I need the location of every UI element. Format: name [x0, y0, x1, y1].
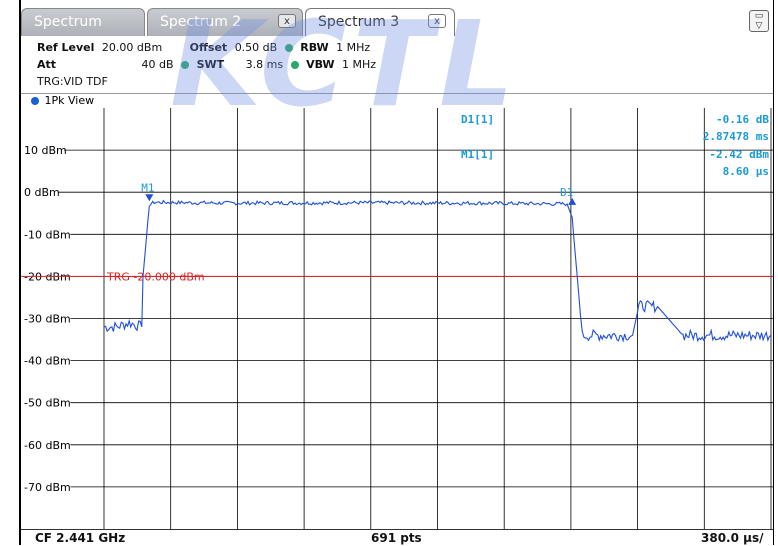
status-footer: CF 2.441 GHz 691 pts 380.0 µs/ [21, 529, 773, 546]
tab-label: Spectrum 3 [318, 14, 400, 30]
trace-line [103, 199, 772, 343]
rbw-status-icon [284, 44, 293, 52]
y-tick-label: -30 dBm [24, 313, 71, 326]
tab-close-icon[interactable]: x [428, 14, 446, 28]
vbw-label: VBW [306, 58, 335, 71]
y-tick-label: 10 dBm [24, 144, 67, 157]
y-tick-label: -60 dBm [24, 439, 71, 452]
y-tick-label: -10 dBm [24, 228, 71, 241]
sweep-points: 691 pts [371, 531, 422, 545]
tab-spectrum-3[interactable]: Spectrum 3 x [305, 8, 455, 36]
ref-level-value: 20.00 dBm [101, 41, 163, 54]
view-label-bar: 1Pk View [21, 93, 773, 109]
swt-value: 3.8 ms [245, 58, 284, 71]
y-tick-label: -50 dBm [24, 397, 71, 410]
y-tick-bg [21, 479, 71, 493]
time-per-div: 380.0 µs/ [701, 531, 764, 545]
ref-level-label: Ref Level [37, 41, 95, 54]
marker-d1-icon [568, 197, 577, 205]
y-tick-bg [21, 395, 71, 409]
y-tick-label: -40 dBm [24, 355, 71, 368]
tab-spectrum-2[interactable]: Spectrum 2 x [147, 8, 303, 36]
right-frame [773, 0, 774, 545]
tab-spectrum[interactable]: Spectrum [21, 8, 145, 36]
y-tick-bg [21, 185, 58, 199]
marker-m1-readout-time: 8.60 µs [723, 165, 769, 178]
marker-d1-readout-time: 2.87478 ms [703, 130, 769, 143]
tab-close-icon[interactable]: x [278, 14, 296, 28]
trigger-level-label: TRG -20.000 dBm [106, 270, 205, 283]
marker-m1-readout-label: M1[1] [461, 148, 494, 161]
trace-indicator-icon [31, 97, 39, 105]
center-frequency: CF 2.441 GHz [35, 531, 126, 545]
tab-label: Spectrum 2 [160, 14, 242, 30]
offset-label: Offset [189, 41, 228, 54]
offset-value: 0.50 dB [234, 41, 278, 54]
marker-m1-icon [145, 194, 154, 202]
tab-label: Spectrum [34, 14, 102, 30]
marker-m1-readout-dbm: -2.42 dBm [709, 148, 769, 161]
y-tick-bg [21, 353, 71, 367]
swt-label: SWT [196, 58, 225, 71]
att-label: Att [37, 58, 57, 71]
left-frame [19, 0, 21, 545]
marker-d1-readout-label: D1[1] [461, 113, 494, 126]
att-value: 40 dB [141, 58, 174, 71]
tab-bar: Spectrum Spectrum 2 x Spectrum 3 x ▭ ▽ [21, 0, 773, 38]
vbw-value: 1 MHz [342, 58, 377, 71]
view-label: 1Pk View [44, 94, 95, 107]
window-menu-icon[interactable]: ▭ ▽ [749, 10, 769, 32]
y-tick-label: 0 dBm [24, 186, 60, 199]
y-tick-bg [21, 437, 71, 451]
vbw-status-icon [290, 61, 299, 69]
rbw-label: RBW [300, 41, 329, 54]
y-tick-bg [21, 143, 65, 157]
y-tick-label: -70 dBm [24, 481, 71, 494]
marker-d1-tag: D1 [560, 186, 573, 199]
marker-d1-readout-db: -0.16 dB [716, 113, 769, 126]
settings-panel: Ref Level 20.00 dBm Offset 0.50 dB RBW 1… [21, 38, 773, 92]
y-tick-bg [21, 227, 71, 241]
marker-m1-tag: M1 [141, 181, 154, 194]
y-tick-bg [21, 311, 71, 325]
rbw-value: 1 MHz [336, 41, 371, 54]
spectrum-plot: 10 dBm 0 dBm -10 dBm -20 dBm -30 dBm -40 dBm -… [21, 108, 773, 529]
trigger-setting: TRG:VID TDF [37, 75, 108, 88]
swt-status-icon [181, 61, 190, 69]
